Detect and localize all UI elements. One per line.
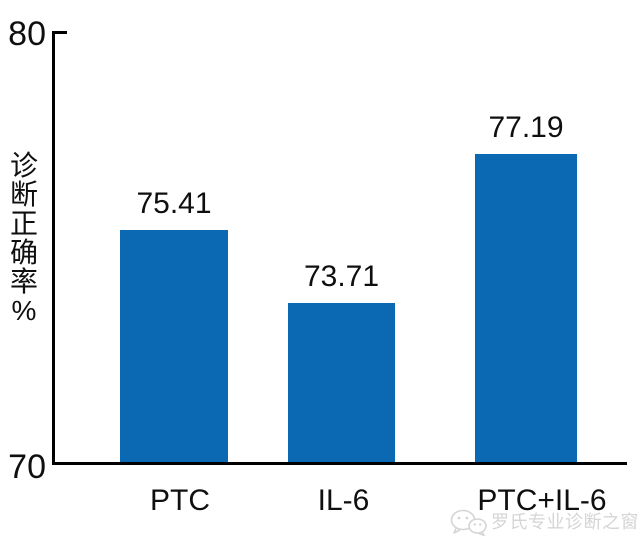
bar-value-label: 75.41 <box>136 187 212 220</box>
bar <box>475 154 577 462</box>
x-axis-label: PTC <box>150 484 210 517</box>
bar-value-label: 77.19 <box>488 111 564 144</box>
y-axis-title-char: % <box>11 295 37 326</box>
y-tick-label-80: 80 <box>8 15 46 53</box>
y-axis-tick-top <box>53 31 67 34</box>
y-axis-line <box>52 31 55 465</box>
y-axis-title: 诊断正确率% <box>6 151 42 325</box>
x-axis-label: PTC+IL-6 <box>477 484 607 517</box>
bar-value-label: 73.71 <box>303 260 380 293</box>
y-tick-label-70: 70 <box>8 448 46 486</box>
y-axis-title-char: 诊 <box>9 150 38 181</box>
bar <box>288 303 395 462</box>
y-axis-title-char: 率 <box>9 266 38 297</box>
x-axis-label: IL-6 <box>317 484 370 517</box>
y-axis-title-char: 断 <box>9 179 38 210</box>
y-axis-title-char: 确 <box>9 237 38 268</box>
watermark-text: 罗氏专业诊断之窗 <box>491 511 639 532</box>
wechat-icon <box>450 509 487 536</box>
watermark: 罗氏专业诊断之窗 <box>449 509 639 536</box>
bar <box>120 230 228 462</box>
x-axis-line <box>52 462 627 465</box>
y-axis-title-char: 正 <box>9 208 38 239</box>
